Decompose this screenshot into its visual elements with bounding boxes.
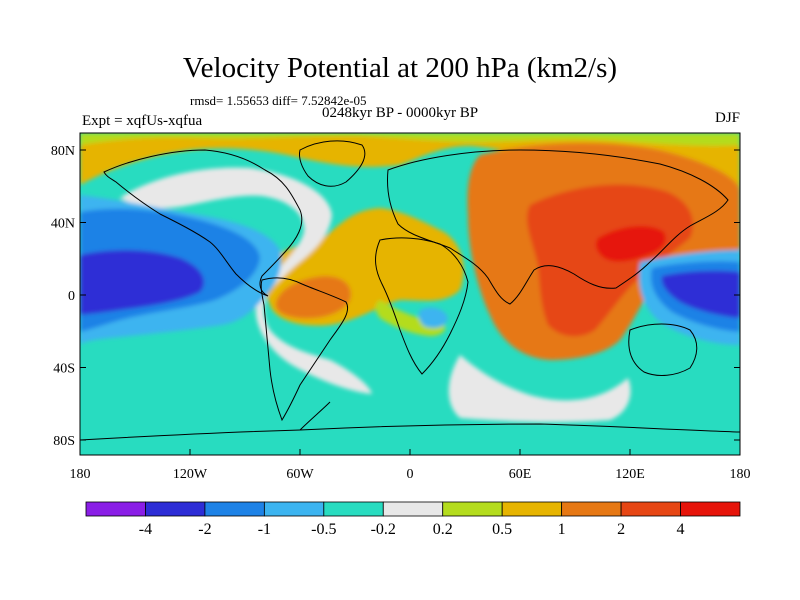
colorbar-swatch — [680, 501, 741, 517]
colorbar-label: -4 — [139, 521, 152, 538]
coast-africa — [375, 237, 469, 375]
colorbar-label: 2 — [617, 521, 625, 538]
colorbar-label: -1 — [258, 521, 271, 538]
rmsd-diff-stats: rmsd= 1.55653 diff= 7.52842e-05 — [190, 93, 367, 108]
colorbar-swatch — [145, 501, 206, 517]
contour-indian-ocean-grey — [448, 355, 631, 423]
coast-eurasia — [387, 149, 729, 305]
colorbar-label: 4 — [677, 521, 685, 538]
colorbar-swatch — [323, 501, 384, 517]
contour-east-pacific-n2 — [80, 250, 204, 315]
longitude-axis: 180 120W 60W 0 60E 120E 180 — [70, 449, 751, 482]
colorbar-swatch — [501, 501, 563, 517]
coast-antarctic-peninsula — [299, 401, 331, 431]
colorbar-swatch — [442, 501, 503, 517]
latitude-axis: 80N 40N 0 40S 80S — [51, 144, 740, 449]
lon-tick-label: 0 — [407, 467, 414, 482]
coast-greenland — [299, 140, 366, 187]
lat-tick-label: 40S — [53, 362, 75, 377]
lon-tick-label: 180 — [70, 467, 91, 482]
coast-australia — [628, 323, 698, 376]
colorbar-swatch — [382, 501, 444, 517]
coastlines — [80, 140, 740, 441]
colorbar-label: 1 — [558, 521, 566, 538]
lon-tick-label: 120E — [615, 467, 645, 482]
contour-arctic-02 — [80, 133, 740, 146]
colorbar-label: 0.2 — [433, 521, 453, 538]
coast-north-america — [103, 149, 303, 297]
lat-tick-label: 0 — [68, 289, 75, 304]
contour-south-atlantic-n05 — [418, 307, 448, 328]
lat-tick-label: 40N — [51, 217, 75, 232]
lon-tick-label: 60E — [509, 467, 532, 482]
lat-tick-label: 80S — [53, 434, 75, 449]
season-label: DJF — [714, 110, 740, 126]
contour-north-america-grey — [120, 167, 372, 394]
colorbar-label: -2 — [198, 521, 211, 538]
chart-title: Velocity Potential at 200 hPa (km2/s) — [182, 52, 618, 84]
colorbar-swatch — [561, 501, 622, 517]
colorbar-swatch — [620, 501, 681, 517]
contour-asia-4 — [596, 226, 666, 262]
lat-tick-label: 80N — [51, 144, 75, 159]
contour-south-america-1 — [275, 276, 351, 319]
lon-tick-label: 60W — [286, 467, 314, 482]
lon-tick-label: 180 — [730, 467, 751, 482]
coast-south-america — [260, 277, 348, 422]
lon-tick-label: 120W — [173, 467, 208, 482]
colorbar: -4 -2 -1 -0.5 -0.2 0.2 0.5 1 2 4 — [85, 501, 741, 538]
colorbar-swatch — [85, 501, 146, 517]
coast-antarctica — [80, 423, 740, 441]
experiment-label: Expt = xqfUs-xqfua — [82, 113, 203, 129]
colorbar-label: -0.2 — [371, 521, 396, 538]
colorbar-label: -0.5 — [311, 521, 336, 538]
colorbar-label: 0.5 — [492, 521, 512, 538]
contour-west-pacific-n2 — [661, 270, 740, 318]
colorbar-swatch — [204, 501, 265, 517]
colorbar-swatch — [263, 501, 325, 517]
period-label: 0248kyr BP - 0000kyr BP — [322, 105, 479, 121]
filled-contours — [80, 133, 740, 455]
